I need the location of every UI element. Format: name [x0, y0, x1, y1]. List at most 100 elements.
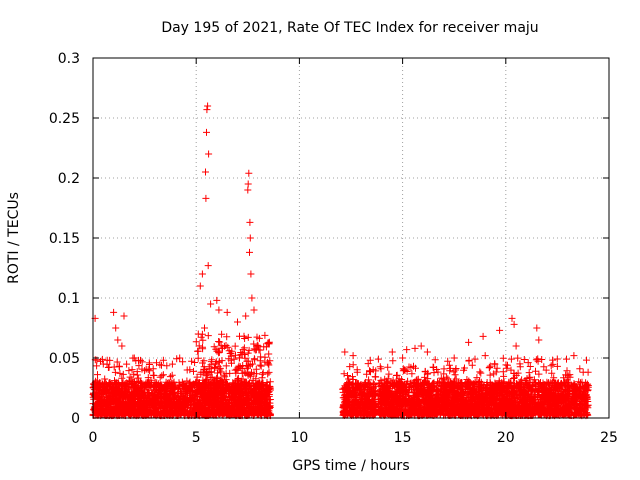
data-point [343, 401, 351, 409]
data-point [349, 373, 356, 381]
data-point [110, 383, 118, 391]
data-point [239, 405, 247, 413]
data-point [210, 364, 218, 372]
data-point [191, 359, 199, 366]
data-point [159, 371, 167, 379]
data-point [115, 362, 123, 370]
data-point [366, 356, 374, 364]
data-point [354, 410, 362, 418]
data-point [202, 399, 210, 407]
data-point [101, 375, 109, 383]
data-point [266, 404, 273, 412]
data-point [150, 372, 158, 379]
data-point [367, 384, 375, 392]
data-point [138, 358, 146, 366]
data-point [98, 355, 106, 363]
data-point [106, 379, 114, 387]
data-point [144, 388, 152, 396]
data-point [190, 367, 197, 375]
data-point [159, 356, 167, 364]
data-point [183, 377, 191, 385]
data-point [263, 409, 271, 417]
data-point [136, 386, 144, 394]
data-point [175, 379, 183, 387]
data-point [161, 399, 169, 407]
data-point [153, 382, 161, 390]
data-point [114, 398, 122, 406]
data-point [362, 399, 370, 406]
data-point [103, 394, 111, 402]
data-point [352, 383, 360, 391]
data-point [348, 405, 356, 413]
data-point [162, 408, 170, 416]
data-point [224, 405, 232, 413]
data-point [118, 382, 126, 390]
data-point [363, 370, 371, 378]
data-point [260, 398, 268, 406]
data-point [212, 397, 220, 405]
data-point [114, 379, 122, 387]
data-point [138, 365, 146, 373]
data-point [90, 405, 98, 413]
data-point [128, 409, 136, 417]
data-point [353, 380, 361, 388]
data-point [132, 393, 140, 400]
data-point [100, 398, 108, 406]
data-point [102, 388, 110, 396]
data-point [226, 400, 234, 408]
data-point [233, 401, 241, 409]
data-point [369, 405, 377, 413]
data-point [250, 409, 258, 417]
data-point [344, 410, 351, 418]
data-point [232, 400, 240, 408]
data-point [255, 404, 263, 412]
data-point [342, 411, 350, 419]
data-point [123, 360, 131, 368]
data-point [192, 391, 200, 399]
data-point [158, 361, 165, 369]
data-point [111, 377, 118, 385]
data-point [121, 392, 129, 400]
data-point [171, 399, 179, 407]
data-point [349, 390, 357, 397]
data-point [119, 398, 127, 406]
data-point [92, 382, 100, 390]
data-point [369, 366, 377, 374]
data-point [111, 368, 119, 376]
data-point [535, 370, 543, 378]
data-point [144, 374, 152, 382]
data-point [364, 392, 372, 400]
data-point [133, 368, 141, 376]
data-point [141, 406, 149, 413]
data-point [370, 402, 378, 410]
data-point [166, 373, 174, 381]
data-point [370, 381, 378, 388]
data-point [119, 370, 127, 378]
data-point [265, 399, 273, 407]
data-point [108, 384, 116, 392]
data-point [191, 401, 199, 408]
data-point [145, 409, 153, 417]
data-point [121, 409, 128, 417]
data-point [348, 393, 356, 401]
data-point [103, 356, 111, 364]
data-point [355, 400, 363, 408]
data-point [146, 381, 154, 389]
data-point [127, 397, 134, 404]
data-point [353, 366, 361, 374]
data-point [371, 373, 379, 381]
data-point [92, 388, 100, 396]
data-point [150, 403, 158, 411]
data-point [156, 411, 164, 419]
data-point [117, 407, 125, 415]
data-point [158, 381, 166, 389]
data-point [168, 371, 176, 379]
data-point [113, 380, 121, 388]
data-point [363, 390, 371, 398]
data-point [229, 411, 237, 419]
data-point [94, 395, 102, 403]
data-point [169, 379, 177, 387]
data-point [363, 407, 371, 415]
data-point [124, 401, 132, 409]
data-point [228, 393, 236, 401]
